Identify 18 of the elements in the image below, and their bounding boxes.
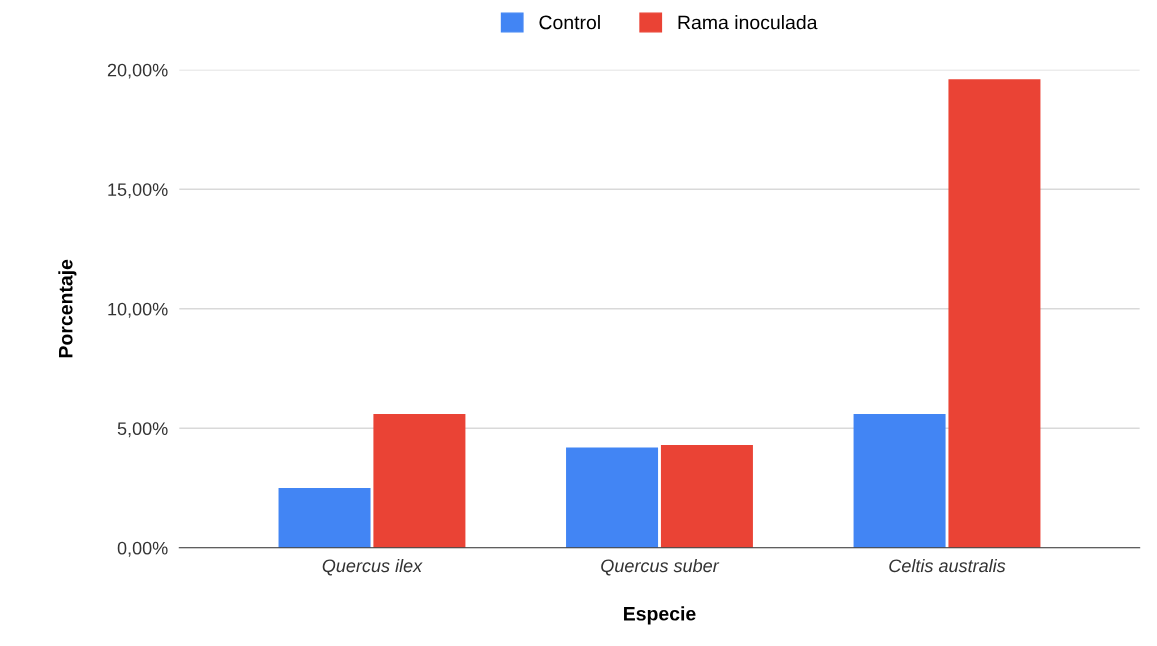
- y-tick-label: 0,00%: [117, 541, 168, 557]
- bar: [948, 79, 1041, 548]
- x-tick-label: Celtis australis: [889, 558, 1006, 573]
- y-tick-label: 5,00%: [117, 422, 168, 438]
- bar: [566, 447, 659, 548]
- x-axis-title: Especie: [624, 606, 696, 625]
- x-tick-label: Quercus suber: [601, 558, 720, 576]
- bar: [853, 413, 946, 548]
- x-tick-label: Quercus ilex: [322, 558, 423, 576]
- legend-label: Rama inoculada: [678, 15, 818, 30]
- bar: [373, 413, 466, 548]
- y-tick-label: 10,00%: [108, 302, 168, 318]
- legend-label: Control: [539, 15, 600, 30]
- y-axis-title: Porcentaje: [58, 259, 77, 358]
- bar: [278, 488, 371, 548]
- y-tick-label: 20,00%: [107, 63, 168, 79]
- bar: [660, 445, 753, 548]
- y-tick-label: 15,00%: [108, 183, 168, 199]
